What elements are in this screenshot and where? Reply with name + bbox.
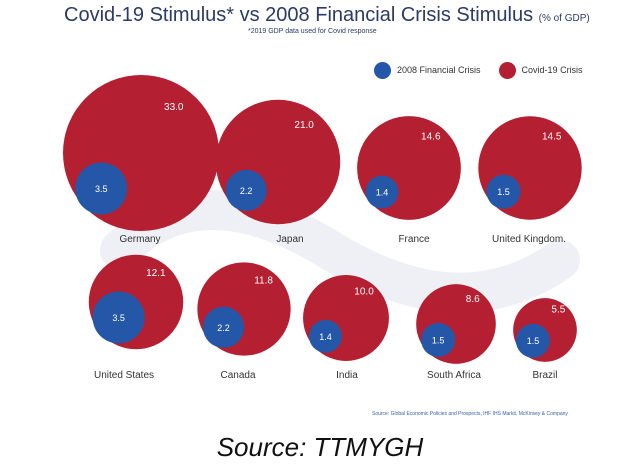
bubble-2008 — [225, 169, 267, 212]
chart-title-text: Covid-19 Stimulus* vs 2008 Financial Cri… — [64, 4, 534, 26]
bubble-2008 — [365, 175, 399, 209]
data-label-2008: 1.5 — [432, 335, 445, 345]
chart-title-unit: (% of GDP) — [538, 13, 590, 24]
bubble-2008 — [515, 323, 550, 358]
data-label-2008: 1.5 — [497, 187, 510, 197]
chart-subtitle: *2019 GDP data used for Covid response — [248, 28, 377, 35]
bubble-2008 — [309, 319, 342, 353]
image-caption: Source: TTMYGH — [216, 432, 424, 462]
data-label-covid: 33.0 — [164, 102, 184, 113]
data-label-2008: 1.4 — [319, 332, 332, 342]
data-label-covid: 14.5 — [542, 132, 562, 143]
legend-swatch-2008 — [374, 61, 391, 79]
data-label-covid: 21.0 — [294, 120, 314, 131]
data-label-2008: 2.2 — [217, 323, 230, 333]
bubble-2008 — [421, 322, 456, 357]
data-label-2008: 3.5 — [95, 184, 108, 194]
bubble-2008 — [486, 174, 521, 209]
category-label: Germany — [119, 234, 160, 245]
legend-label-covid: Covid-19 Crisis — [521, 65, 583, 75]
bubble-2008 — [92, 291, 145, 344]
data-label-covid: 5.5 — [551, 304, 565, 315]
chart-source-note: Source: Global Economic Policies and Pro… — [372, 411, 568, 417]
category-label: India — [336, 370, 358, 381]
data-label-covid: 14.6 — [421, 131, 441, 142]
category-label: United Kingdom. — [492, 234, 566, 245]
data-label-covid: 12.1 — [146, 268, 166, 279]
data-label-covid: 11.8 — [254, 275, 273, 286]
data-label-covid: 10.0 — [354, 286, 374, 297]
data-label-2008: 1.5 — [527, 336, 540, 346]
data-label-2008: 3.5 — [112, 313, 125, 323]
data-label-covid: 8.6 — [466, 294, 480, 305]
bubble-2008 — [75, 162, 128, 215]
legend-swatch-covid — [498, 61, 516, 79]
data-label-2008: 2.2 — [240, 186, 253, 196]
chart-title: Covid-19 Stimulus* vs 2008 Financial Cri… — [64, 4, 590, 27]
category-label: France — [398, 234, 430, 245]
category-label: United States — [94, 370, 154, 381]
chart-legend: 2008 Financial Crisis Covid-19 Crisis — [374, 61, 595, 79]
category-label: Brazil — [532, 370, 557, 381]
category-label: Japan — [276, 234, 303, 245]
bubble-2008 — [202, 306, 245, 348]
data-label-2008: 1.4 — [376, 188, 389, 198]
category-label: Canada — [220, 370, 255, 381]
legend-label-2008: 2008 Financial Crisis — [397, 65, 481, 75]
category-label: South Africa — [427, 370, 481, 381]
